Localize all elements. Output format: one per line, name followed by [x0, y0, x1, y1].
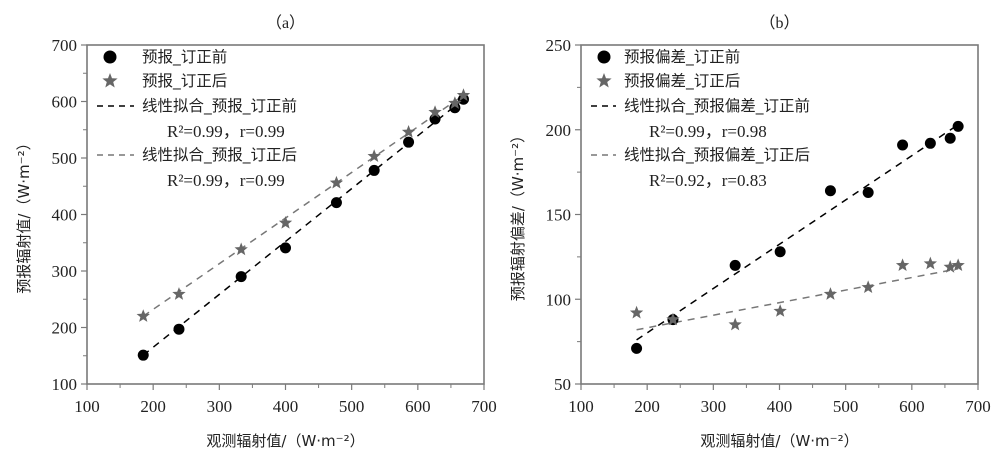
y-tick-label: 150 [546, 206, 572, 225]
data-point-circle [235, 271, 247, 283]
legend-label: 线性拟合_预报偏差_订正前 [624, 97, 810, 116]
x-axis-title: 观测辐射值/（W·m⁻²） [700, 432, 858, 450]
legend-label: 预报_订正后 [142, 72, 227, 91]
y-axis-title: 预报辐射偏差/（W·m⁻²） [509, 128, 527, 301]
x-tick-label: 200 [140, 397, 166, 416]
x-tick-label: 300 [207, 397, 233, 416]
x-tick-label: 700 [471, 397, 497, 416]
data-point-star [401, 125, 416, 138]
data-point-star [895, 258, 910, 272]
x-tick-label: 100 [568, 397, 594, 416]
data-point-circle [944, 132, 956, 144]
data-point-circle [280, 242, 291, 254]
data-point-star [861, 280, 875, 294]
data-point-circle [924, 137, 936, 149]
plot-frame [86, 44, 485, 385]
y-tick-label: 200 [546, 121, 572, 140]
legend-circle-icon [103, 50, 117, 64]
data-point-circle [631, 342, 643, 354]
data-point-star [234, 242, 248, 256]
data-point-star [367, 149, 381, 162]
y-tick-label: 500 [52, 149, 78, 168]
x-tick-label: 600 [899, 397, 925, 416]
y-tick-label: 300 [52, 262, 78, 281]
data-point-star [666, 312, 680, 326]
legend-circle-icon [597, 50, 611, 64]
x-tick-label: 400 [273, 397, 299, 416]
data-point-star [943, 260, 957, 273]
x-tick-label: 500 [339, 397, 365, 416]
data-point-star [456, 88, 471, 101]
x-tick-label: 600 [405, 397, 431, 416]
panel-a: 100 200 300 400 500 600 700 100 200 300 400 500 600 7… [15, 14, 497, 450]
data-point-star [629, 305, 644, 319]
legend-star-icon [596, 73, 612, 88]
data-point-star [923, 256, 938, 270]
x-tick-label: 400 [767, 397, 793, 416]
y-tick-label: 400 [52, 206, 78, 225]
data-point-circle [368, 164, 380, 176]
data-point-star [728, 317, 742, 331]
x-tick-label: 100 [74, 397, 100, 416]
legend-stat: R²=0.92，r=0.83 [649, 171, 767, 190]
data-point-star [951, 258, 965, 272]
panel-b: 100 200 300 400 500 600 700 50 100 150 200 250 （b） 观测… [509, 14, 991, 450]
data-point-star [773, 304, 787, 317]
data-point-circle [403, 136, 415, 148]
plot-frame [580, 44, 979, 385]
y-tick-label: 100 [546, 290, 572, 309]
legend-stat: R²=0.99，r=0.99 [167, 171, 285, 190]
legend-label: 线性拟合_预报_订正前 [142, 97, 297, 116]
y-tick-label: 100 [52, 375, 78, 394]
data-point-circle [330, 197, 342, 209]
data-point-circle [862, 186, 874, 198]
data-point-star [428, 105, 442, 118]
x-tick-label: 300 [701, 397, 727, 416]
x-axis-title: 观测辐射值/（W·m⁻²） [206, 432, 364, 450]
y-axis-title: 预报辐射值/（W·m⁻²） [15, 135, 33, 293]
fit-line-1 [636, 268, 959, 331]
data-point-circle [824, 185, 836, 197]
legend-label: 预报偏差_订正前 [624, 48, 740, 67]
y-tick-label: 600 [52, 93, 78, 112]
data-point-star [278, 215, 293, 229]
x-tick-label: 500 [833, 397, 859, 416]
data-point-circle [137, 349, 149, 361]
legend-label: 预报偏差_订正后 [624, 72, 740, 91]
legend-star-icon [102, 73, 118, 88]
x-tick-label: 700 [965, 397, 991, 416]
data-point-star [172, 287, 186, 300]
data-point-star [136, 309, 150, 322]
panel-title: （a） [266, 14, 305, 32]
x-tick-label: 200 [634, 397, 660, 416]
data-point-circle [729, 259, 741, 271]
legend-label: 线性拟合_预报偏差_订正后 [624, 146, 810, 165]
legend-stat: R²=0.99，r=0.99 [167, 122, 285, 141]
data-point-star [823, 287, 838, 300]
y-tick-label: 700 [52, 36, 78, 55]
data-point-circle [952, 120, 964, 132]
data-point-star [448, 96, 462, 109]
data-point-circle [774, 246, 786, 258]
panel-title: （b） [759, 14, 799, 32]
legend-stat: R²=0.99，r=0.98 [649, 122, 767, 141]
y-tick-label: 50 [554, 375, 571, 394]
legend-label: 预报_订正前 [142, 48, 227, 67]
y-tick-label: 250 [546, 36, 572, 55]
data-point-circle [173, 323, 185, 335]
legend-label: 线性拟合_预报_订正后 [142, 146, 297, 165]
data-point-star [329, 175, 344, 189]
data-point-circle [897, 139, 909, 151]
y-tick-label: 200 [52, 319, 78, 338]
